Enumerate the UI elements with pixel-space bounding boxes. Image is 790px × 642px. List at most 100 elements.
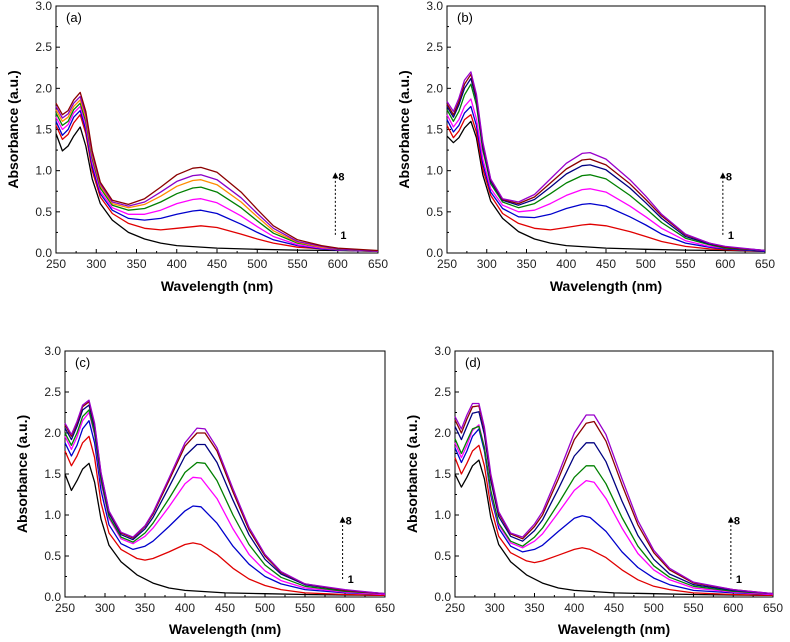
chart-2-series-2-line [64, 435, 386, 597]
chart-2-ytick-label: 1.0 [44, 508, 61, 522]
chart-2-panel-label: (c) [75, 355, 90, 370]
chart-0-ytick-label: 0.5 [35, 205, 52, 219]
chart-3-xtick-label: 600 [723, 601, 743, 615]
chart-0-series-4-line [55, 105, 379, 253]
chart-0-xtick-label: 400 [167, 257, 187, 271]
chart-0-ytick-label: 1.5 [35, 123, 52, 137]
chart-3-ytick-label: 2.0 [434, 426, 451, 440]
chart-0-xtick-label: 350 [126, 257, 146, 271]
chart-3-xtick-label: 350 [524, 601, 544, 615]
chart-1-ytick-label: 1.0 [426, 164, 443, 178]
chart-0-xtick-label: 300 [86, 257, 106, 271]
chart-3-series-7-line [454, 405, 774, 595]
chart-1-xtick-label: 450 [596, 257, 616, 271]
chart-1-y-axis-title: Absorbance (a.u.) [396, 70, 412, 188]
chart-3-panel: 250 300 350 400 450 500 550 600 650 0.0 0.5 1.0 1.5 2… [404, 344, 783, 637]
chart-1-panel: 250 300 350 400 450 500 550 600 650 0.0 0.5 1.0 1.5 2… [396, 0, 775, 294]
chart-0-xtick-label: 500 [247, 257, 267, 271]
chart-3-xtick-label: 500 [644, 601, 664, 615]
chart-0-ytick-label: 0.0 [35, 246, 52, 260]
chart-0-series-8-line [55, 91, 379, 252]
chart-0-trend-arrow-head [332, 172, 339, 179]
chart-1-xtick-label: 500 [636, 257, 656, 271]
chart-3-frame [454, 350, 774, 598]
chart-1-series-8-line [446, 71, 766, 252]
chart-3-ytick-label: 3.0 [434, 344, 451, 358]
chart-2-xtick-label: 300 [95, 601, 115, 615]
chart-0-ytick-label: 2.5 [35, 40, 52, 54]
chart-1-arrow-label-end: 8 [726, 171, 732, 183]
chart-0-series-1-line [55, 126, 379, 253]
chart-1-xtick-label: 550 [675, 257, 695, 271]
chart-2-xtick-label: 450 [215, 601, 235, 615]
chart-1-xtick-label: 400 [556, 257, 576, 271]
chart-2-arrow-label-start: 1 [348, 574, 354, 586]
chart-3-series-1-line [454, 459, 774, 597]
chart-3-xtick-label: 300 [485, 601, 505, 615]
chart-2-trend-arrow-head [339, 516, 346, 523]
chart-1-series-7-line [446, 73, 766, 252]
chart-3-trend-arrow-head [727, 516, 734, 523]
chart-2-panel: 250 300 350 400 450 500 550 600 650 0.0 0.5 1.0 1.5 2… [14, 344, 395, 637]
chart-2-ytick-label: 1.5 [44, 467, 61, 481]
chart-0-panel: 250 300 350 400 450 500 550 600 650 0.0 0.5 1.0 1.5 2… [5, 0, 388, 294]
chart-3-xtick-label: 450 [604, 601, 624, 615]
chart-0-series-7-line [55, 95, 379, 253]
chart-3-ytick-label: 0.5 [434, 549, 451, 563]
chart-1-x-axis-title: Wavelength (nm) [550, 278, 662, 294]
chart-2-series-7-line [64, 401, 386, 595]
chart-2-y-axis-title: Absorbance (a.u.) [14, 415, 30, 533]
chart-2-xtick-label: 400 [175, 601, 195, 615]
chart-3-ytick-label: 1.0 [434, 508, 451, 522]
chart-1-xtick-label: 600 [715, 257, 735, 271]
chart-1-xtick-label: 250 [437, 257, 457, 271]
chart-2-ytick-label: 2.5 [44, 385, 61, 399]
chart-3-series-5-line [454, 425, 774, 595]
chart-0-xtick-label: 250 [46, 257, 66, 271]
chart-2-series-3-line [64, 420, 386, 596]
chart-1-series-4-line [446, 98, 766, 252]
chart-2-frame [64, 350, 386, 598]
chart-1-frame [446, 5, 766, 254]
chart-2-series-1-line [64, 462, 386, 597]
chart-1-trend-arrow-head [719, 172, 726, 179]
chart-1-panel-label: (b) [457, 10, 473, 25]
chart-0-arrow-label-end: 8 [338, 171, 344, 183]
chart-0-x-axis-title: Wavelength (nm) [161, 278, 273, 294]
chart-1-ytick-label: 3.0 [426, 0, 443, 13]
chart-3-series-2-line [454, 444, 774, 597]
chart-3-y-axis-title: Absorbance (a.u.) [404, 415, 420, 533]
chart-0-ytick-label: 2.0 [35, 81, 52, 95]
chart-2-ytick-label: 2.0 [44, 426, 61, 440]
chart-2-ytick-label: 0.5 [44, 549, 61, 563]
chart-3-series-3-line [454, 428, 774, 596]
chart-3-ytick-label: 0.0 [434, 590, 451, 604]
chart-2-xtick-label: 600 [335, 601, 355, 615]
chart-3-ytick-label: 2.5 [434, 385, 451, 399]
chart-3-series-8-line [454, 402, 774, 595]
chart-2-series-8-line [64, 399, 386, 595]
chart-0-series-5-line [55, 102, 379, 253]
chart-2-xtick-label: 550 [295, 601, 315, 615]
chart-0-series-2-line [55, 114, 379, 253]
chart-2-ytick-label: 0.0 [44, 590, 61, 604]
chart-2-xtick-label: 650 [375, 601, 395, 615]
chart-2-series-6-line [64, 404, 386, 595]
chart-2-arrow-label-end: 8 [346, 516, 352, 528]
chart-0-panel-label: (a) [66, 10, 82, 25]
chart-1-ytick-label: 0.0 [426, 246, 443, 260]
chart-3-series-6-line [454, 411, 774, 595]
chart-3-panel-label: (d) [465, 355, 481, 370]
chart-1-ytick-label: 2.0 [426, 81, 443, 95]
chart-3-xtick-label: 400 [564, 601, 584, 615]
chart-3-arrow-label-end: 8 [734, 516, 740, 528]
chart-0-ytick-label: 3.0 [35, 0, 52, 13]
chart-2-xtick-label: 250 [55, 601, 75, 615]
chart-3-xtick-label: 250 [445, 601, 465, 615]
chart-2-series-4-line [64, 411, 386, 596]
chart-3-arrow-label-start: 1 [736, 574, 742, 586]
chart-2-series-5-line [64, 409, 386, 595]
chart-2-xtick-label: 500 [255, 601, 275, 615]
chart-0-y-axis-title: Absorbance (a.u.) [5, 70, 21, 188]
